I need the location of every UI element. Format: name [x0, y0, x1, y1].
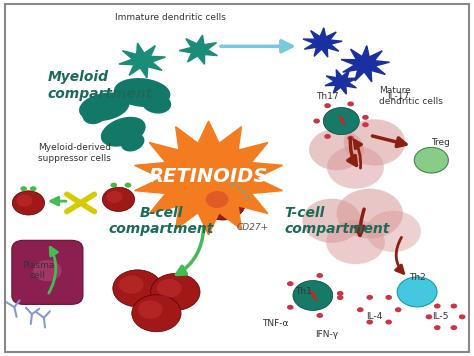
Circle shape [309, 129, 364, 170]
Ellipse shape [114, 78, 170, 107]
Circle shape [324, 134, 331, 139]
Ellipse shape [101, 117, 146, 147]
Circle shape [33, 260, 62, 281]
Circle shape [30, 186, 36, 191]
Ellipse shape [79, 93, 129, 121]
Circle shape [347, 101, 354, 106]
Circle shape [337, 291, 344, 296]
Text: Th2: Th2 [409, 273, 426, 282]
Text: IL-5: IL-5 [433, 312, 449, 321]
Text: IFN-γ: IFN-γ [316, 330, 338, 339]
Text: RETINOIDS: RETINOIDS [149, 167, 268, 186]
Circle shape [426, 314, 432, 319]
Text: Myeloid
compartment: Myeloid compartment [47, 70, 153, 100]
Circle shape [313, 119, 320, 124]
Circle shape [110, 183, 117, 188]
Circle shape [242, 190, 246, 194]
Circle shape [102, 187, 135, 211]
Circle shape [397, 277, 437, 307]
Text: Plasma
cell: Plasma cell [22, 261, 54, 280]
Circle shape [293, 281, 333, 310]
Text: IL-17: IL-17 [387, 91, 409, 101]
Circle shape [327, 146, 384, 189]
Circle shape [206, 191, 228, 208]
Circle shape [237, 186, 241, 189]
Circle shape [450, 325, 457, 330]
Circle shape [106, 191, 122, 203]
Polygon shape [135, 121, 283, 235]
Text: Treg: Treg [431, 138, 450, 147]
Polygon shape [339, 116, 345, 125]
Text: Th17: Th17 [316, 91, 338, 101]
Circle shape [323, 108, 359, 135]
Circle shape [287, 281, 293, 286]
FancyBboxPatch shape [12, 240, 83, 304]
Circle shape [459, 314, 465, 319]
Circle shape [344, 119, 405, 166]
Circle shape [362, 122, 369, 127]
Circle shape [385, 295, 392, 300]
Polygon shape [310, 290, 318, 301]
Circle shape [317, 273, 323, 278]
Circle shape [450, 304, 457, 309]
Text: Mature
dendritic cells: Mature dendritic cells [379, 87, 443, 106]
Circle shape [366, 211, 421, 252]
Circle shape [395, 307, 401, 312]
Circle shape [357, 307, 364, 312]
Text: Immature dendritic cells: Immature dendritic cells [115, 13, 226, 22]
Text: T-cell
compartment: T-cell compartment [284, 206, 390, 236]
Circle shape [414, 147, 448, 173]
Polygon shape [303, 28, 342, 57]
Ellipse shape [121, 133, 145, 152]
Circle shape [132, 295, 181, 332]
Ellipse shape [142, 93, 171, 114]
Circle shape [326, 220, 385, 264]
Text: Th1: Th1 [295, 287, 312, 297]
Circle shape [20, 186, 27, 191]
Text: CD27+: CD27+ [237, 223, 269, 232]
Circle shape [287, 305, 293, 310]
Circle shape [337, 189, 403, 239]
Text: Myeloid-derived
suppressor cells: Myeloid-derived suppressor cells [38, 143, 111, 163]
Circle shape [113, 270, 162, 307]
Text: IL-4: IL-4 [366, 312, 383, 321]
Circle shape [157, 279, 182, 298]
Circle shape [434, 304, 440, 309]
Circle shape [200, 186, 246, 220]
Text: B-cell
compartment: B-cell compartment [109, 206, 214, 236]
Polygon shape [325, 70, 357, 94]
Circle shape [385, 320, 392, 325]
Circle shape [12, 191, 45, 215]
Circle shape [347, 136, 354, 141]
Circle shape [151, 273, 200, 310]
Circle shape [324, 103, 331, 108]
Circle shape [362, 115, 369, 120]
Polygon shape [179, 35, 218, 64]
Ellipse shape [82, 104, 107, 124]
Circle shape [337, 295, 344, 300]
Circle shape [434, 325, 440, 330]
Circle shape [317, 313, 323, 318]
Circle shape [125, 183, 131, 188]
Text: TNF-α: TNF-α [262, 319, 288, 329]
Circle shape [366, 320, 373, 325]
Polygon shape [341, 46, 390, 82]
Circle shape [230, 183, 235, 187]
Circle shape [246, 195, 250, 199]
Circle shape [366, 295, 373, 300]
Circle shape [302, 199, 361, 243]
Circle shape [119, 276, 144, 294]
Circle shape [17, 194, 32, 206]
Circle shape [138, 300, 163, 319]
Polygon shape [119, 43, 165, 78]
